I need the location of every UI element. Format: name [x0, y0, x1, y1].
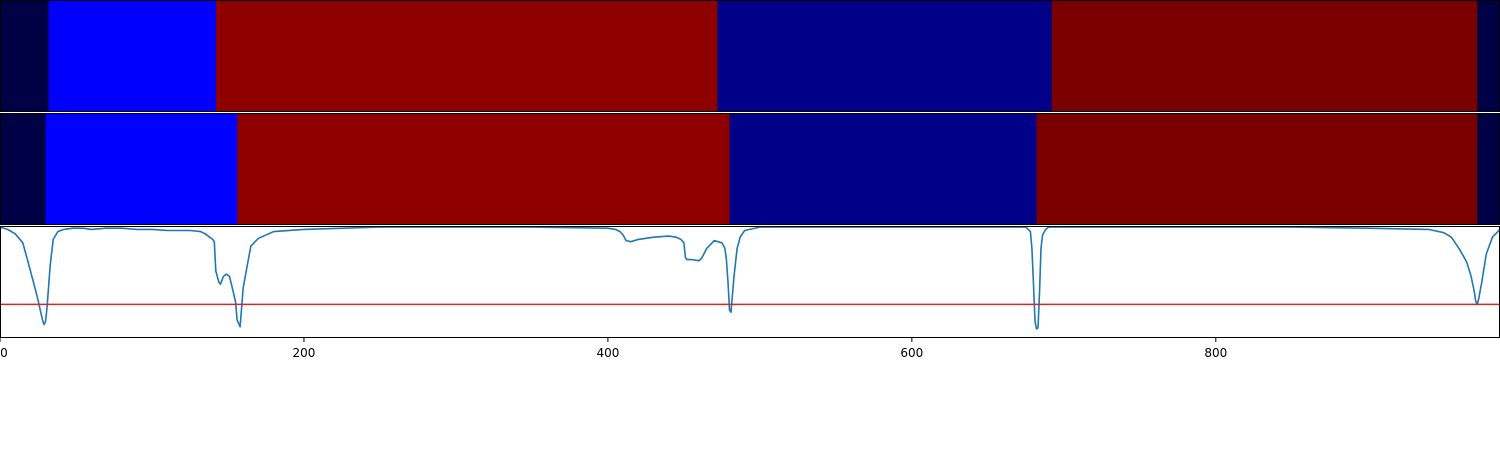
- x-tick-label-800: 800: [1204, 346, 1227, 360]
- series-line-0: [0, 226, 1500, 330]
- heatmap-middle-segment-3: [729, 113, 1038, 225]
- heatmap-middle-segment-0: [0, 113, 47, 225]
- x-tick-label-400: 400: [596, 346, 619, 360]
- heatmap-top-segment-1: [48, 0, 217, 112]
- x-tick-label-200: 200: [292, 346, 315, 360]
- heatmap-row-top: [0, 0, 1500, 112]
- heatmap-row-middle: [0, 113, 1500, 225]
- heatmap-middle-segment-1: [45, 113, 238, 225]
- x-tick-label-600: 600: [900, 346, 923, 360]
- line-plot-background: [0, 226, 1500, 338]
- heatmap-middle-segment-2: [237, 113, 731, 225]
- heatmap-middle-segment-5: [1477, 113, 1500, 225]
- heatmap-top-segment-0: [0, 0, 50, 112]
- heatmap-top-segment-2: [215, 0, 718, 112]
- heatmap-middle-segment-4: [1036, 113, 1478, 225]
- heatmap-top-segment-5: [1477, 0, 1500, 112]
- heatmap-top-segment-3: [717, 0, 1053, 112]
- x-tick-label-0: 0: [0, 346, 8, 360]
- heatmap-top-segment-4: [1051, 0, 1478, 112]
